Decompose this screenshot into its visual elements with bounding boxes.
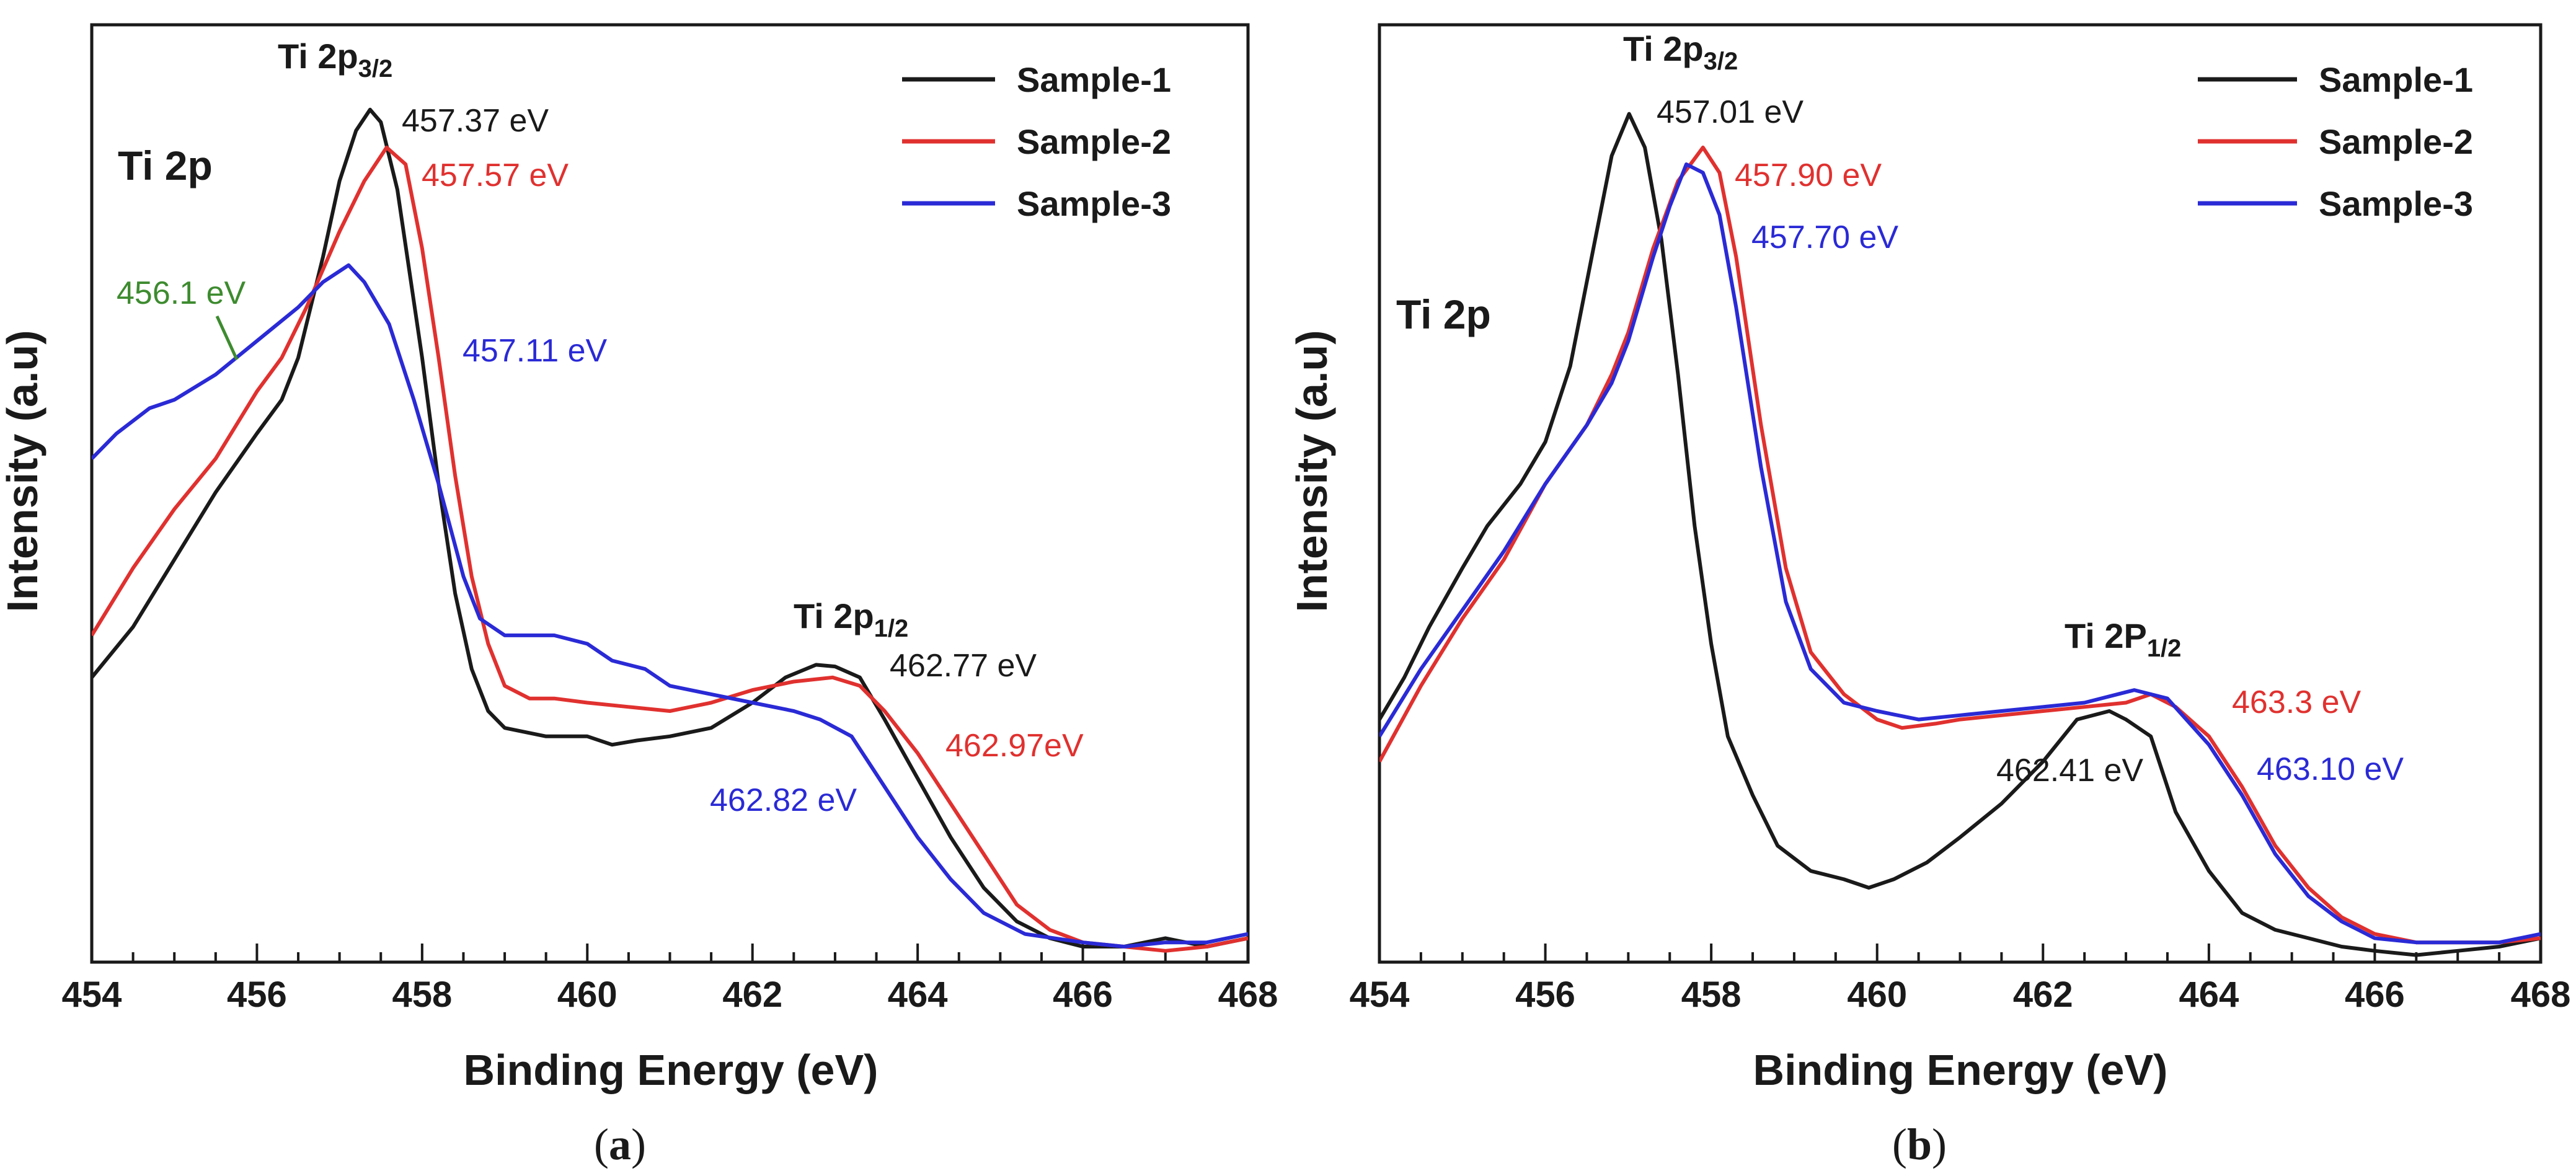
peak-label-p12: Ti 2P1/2 — [2065, 616, 2181, 662]
legend-label-sample-2: Sample-2 — [1017, 122, 1171, 161]
peak-annotation: 457.11 eV — [463, 333, 608, 369]
panel-b: 454 456 458 460 462 464 466 468 Binding Energy (… — [1288, 23, 2571, 1169]
legend-label-sample-2: Sample-2 — [2319, 122, 2473, 161]
x-tick-label: 460 — [1847, 975, 1907, 1015]
peak-label-sub: 1/2 — [2147, 635, 2182, 662]
peak-annotation: 457.70 eV — [1751, 219, 1898, 255]
peak-annotation: 457.01 eV — [1657, 94, 1804, 130]
peak-label-sub: 1/2 — [874, 615, 909, 642]
series-line-sample-2 — [92, 145, 1248, 953]
peak-label-p12: Ti 2p1/2 — [794, 596, 908, 642]
legend-label-sample-1: Sample-1 — [2319, 60, 2473, 99]
series-line-sample-1 — [1379, 112, 2541, 957]
plot-frame — [1378, 23, 2543, 964]
peak-annotation: 457.37 eV — [402, 103, 549, 139]
peak-label-main: Ti 2P — [2065, 616, 2147, 655]
x-tick-label: 466 — [1053, 975, 1113, 1015]
series-line-sample-3 — [1379, 162, 2541, 945]
peak-annotation: 462.82 eV — [710, 782, 857, 818]
peak-annotation: 462.97eV — [945, 728, 1084, 764]
y-axis-title: Intensity (a.u) — [0, 330, 46, 612]
peak-label-main: Ti 2p — [278, 37, 358, 76]
panel-a: 454 456 458 460 462 464 466 468 Binding Energy (… — [0, 23, 1278, 1169]
x-tick-label: 464 — [888, 975, 948, 1015]
caption-letter: a — [609, 1120, 631, 1169]
peak-annotation: 456.1 eV — [117, 275, 246, 311]
x-tick-label: 464 — [2179, 975, 2239, 1015]
peak-annotation: 457.57 eV — [422, 157, 569, 193]
annotation-arrow — [215, 315, 239, 361]
caption-open: ( — [1892, 1120, 1907, 1169]
peak-annotation: 457.90 eV — [1735, 157, 1882, 193]
peak-label-p32: Ti 2p3/2 — [278, 37, 392, 82]
plot-frame — [90, 23, 1250, 964]
x-tick-label: 466 — [2345, 975, 2405, 1015]
peak-annotation: 463.3 eV — [2232, 684, 2361, 720]
legend-label-sample-1: Sample-1 — [1017, 60, 1171, 99]
x-axis-title: Binding Energy (eV) — [464, 1046, 879, 1094]
x-tick-label: 458 — [1681, 975, 1742, 1015]
x-tick-label: 456 — [1515, 975, 1575, 1015]
peak-label-main: Ti 2p — [794, 596, 874, 635]
series-line-sample-3 — [92, 263, 1248, 948]
x-tick-label: 462 — [722, 975, 782, 1015]
peak-annotation: 462.77 eV — [890, 648, 1037, 684]
series-line-sample-2 — [1379, 145, 2541, 945]
x-axis-title: Binding Energy (eV) — [1753, 1046, 2168, 1094]
peak-annotation: 463.10 eV — [2257, 751, 2404, 787]
x-tick-label: 468 — [1218, 975, 1278, 1015]
x-tick-label: 454 — [1350, 975, 1410, 1015]
peak-label-sub: 3/2 — [1704, 48, 1738, 75]
x-tick-label: 460 — [557, 975, 617, 1015]
x-tick-label: 454 — [62, 975, 122, 1015]
peak-annotation: 462.41 eV — [1996, 753, 2143, 789]
y-axis-title: Intensity (a.u) — [1288, 330, 1336, 612]
panel-caption: (b) — [1892, 1120, 1947, 1169]
peak-label-sub: 3/2 — [358, 55, 393, 82]
x-tick-label: 458 — [392, 975, 452, 1015]
inset-title: Ti 2p — [1396, 291, 1491, 337]
x-tick-label: 462 — [2013, 975, 2073, 1015]
peak-label-p32: Ti 2p3/2 — [1623, 29, 1738, 75]
legend-label-sample-3: Sample-3 — [1017, 184, 1171, 223]
inset-title: Ti 2p — [118, 143, 213, 188]
caption-close: ) — [1932, 1120, 1947, 1169]
x-tick-label: 468 — [2511, 975, 2571, 1015]
caption-letter: b — [1907, 1120, 1932, 1169]
caption-open: ( — [594, 1120, 609, 1169]
caption-close: ) — [631, 1120, 646, 1169]
panel-caption: (a) — [594, 1120, 646, 1169]
peak-label-main: Ti 2p — [1623, 29, 1704, 68]
x-tick-label: 456 — [227, 975, 287, 1015]
legend-label-sample-3: Sample-3 — [2319, 184, 2473, 223]
series-line-sample-1 — [92, 107, 1248, 948]
